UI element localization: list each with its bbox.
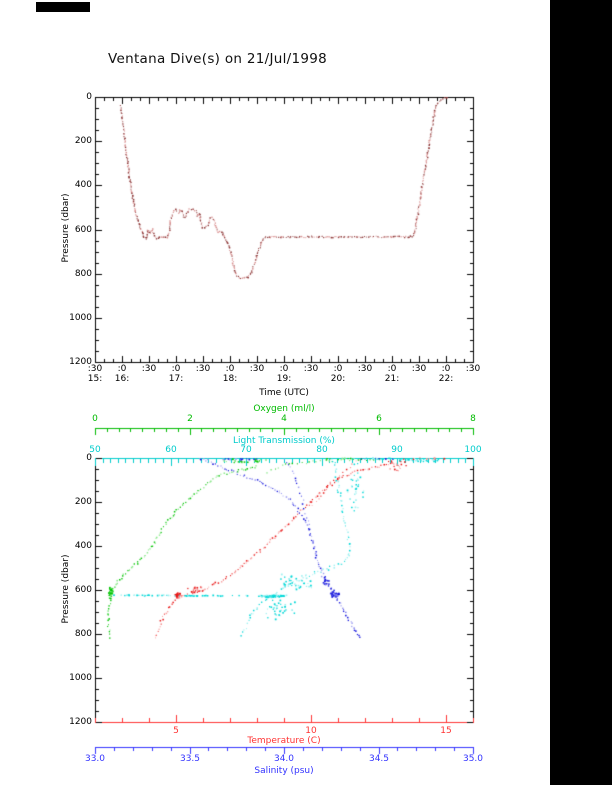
- time-hour-tick-label: 16:: [114, 374, 130, 384]
- pressure-tick-label: 1000: [69, 313, 92, 323]
- pressure-tick-label: 800: [74, 629, 92, 639]
- time-minute-tick-label: :0: [171, 364, 181, 374]
- time-minute-tick-label: :30: [249, 364, 265, 374]
- pressure-tick-label: 800: [74, 269, 92, 279]
- light-tick-label: 80: [316, 445, 328, 455]
- pressure-tick-label: 400: [74, 180, 92, 190]
- time-minute-tick-label: :0: [387, 364, 397, 374]
- salinity-tick-label: 35.0: [462, 754, 484, 764]
- temperature-tick-label: 15: [440, 726, 452, 736]
- light-transmission-axis-label: Light Transmission (%): [233, 436, 335, 446]
- pressure-tick-label: 0: [86, 92, 92, 102]
- time-hour-tick-label: 19:: [276, 374, 292, 384]
- temperature-tick-label: 10: [305, 726, 317, 736]
- oxygen-tick-label: 2: [187, 414, 193, 424]
- time-hour-tick-label: 17:: [168, 374, 184, 384]
- oxygen-tick-label: 8: [470, 414, 476, 424]
- time-minute-tick-label: :30: [357, 364, 373, 374]
- light-tick-label: 100: [464, 445, 482, 455]
- pressure-tick-label: 600: [74, 225, 92, 235]
- pressure-tick-label: 200: [74, 497, 92, 507]
- time-minute-tick-label: :30: [303, 364, 319, 374]
- time-axis-label: Time (UTC): [259, 388, 309, 398]
- time-minute-tick-label: :0: [225, 364, 235, 374]
- time-minute-tick-label: :0: [441, 364, 451, 374]
- pressure-tick-label: 1200: [69, 717, 92, 727]
- time-hour-tick-label: 18:: [222, 374, 238, 384]
- oxygen-tick-label: 6: [376, 414, 382, 424]
- pressure-tick-label: 200: [74, 136, 92, 146]
- oxygen-tick-label: 4: [281, 414, 287, 424]
- page-title: Ventana Dive(s) on 21/Jul/1998: [108, 51, 328, 67]
- light-tick-label: 60: [165, 445, 177, 455]
- pressure-tick-label: 1000: [69, 673, 92, 683]
- pressure-tick-label: 1200: [69, 357, 92, 367]
- time-minute-tick-label: :0: [117, 364, 127, 374]
- light-tick-label: 90: [391, 445, 403, 455]
- time-minute-tick-label: :0: [333, 364, 343, 374]
- pressure-tick-label: 0: [86, 453, 92, 463]
- time-minute-tick-label: :30: [195, 364, 211, 374]
- time-minute-tick-label: :0: [279, 364, 289, 374]
- time-minute-tick-label: :30: [411, 364, 427, 374]
- time-minute-tick-label: :30: [465, 364, 481, 374]
- time-hour-tick-label: 22:: [438, 374, 454, 384]
- time-hour-tick-label: 21:: [384, 374, 400, 384]
- time-minute-tick-label: :30: [87, 364, 103, 374]
- temperature-axis-label: Temperature (C): [247, 736, 321, 746]
- light-tick-label: 50: [89, 445, 101, 455]
- temperature-tick-label: 5: [173, 726, 179, 736]
- pressure-tick-label: 400: [74, 541, 92, 551]
- time-minute-tick-label: :30: [141, 364, 157, 374]
- salinity-tick-label: 34.0: [273, 754, 295, 764]
- salinity-tick-label: 33.5: [179, 754, 201, 764]
- salinity-tick-label: 34.5: [368, 754, 390, 764]
- oxygen-axis-label: Oxygen (ml/l): [253, 404, 315, 414]
- light-tick-label: 70: [240, 445, 252, 455]
- time-hour-tick-label: 20:: [330, 374, 346, 384]
- oxygen-tick-label: 0: [92, 414, 98, 424]
- pressure-tick-label: 600: [74, 585, 92, 595]
- salinity-axis-label: Salinity (psu): [254, 766, 314, 776]
- salinity-tick-label: 33.0: [84, 754, 106, 764]
- time-hour-tick-label: 15:: [87, 374, 103, 384]
